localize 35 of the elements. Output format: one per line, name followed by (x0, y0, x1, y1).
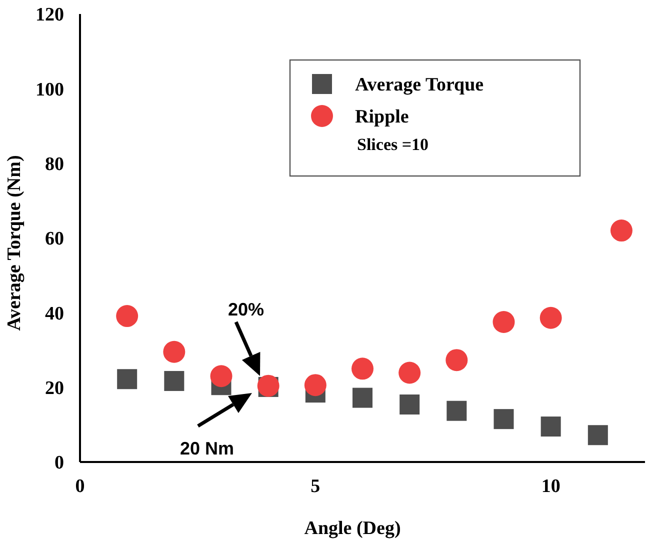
point (588, 425, 608, 446)
x-axis-title: Angle (Deg) (304, 518, 401, 539)
point (492, 311, 515, 333)
point (210, 365, 232, 388)
point (116, 305, 138, 328)
point (400, 394, 420, 415)
y-tick-label: 120 (36, 4, 64, 26)
y-axis-title: Average Torque (Nm) (4, 155, 25, 331)
legend-label: Average Torque (355, 74, 484, 96)
point (163, 340, 186, 363)
y-tick-label: 60 (45, 228, 64, 250)
y-tick-label: 80 (45, 154, 64, 175)
point (446, 349, 468, 372)
legend-label: Ripple (355, 106, 409, 128)
x-tick-label: 10 (541, 476, 560, 497)
point (540, 306, 562, 329)
point (446, 400, 467, 421)
point (117, 369, 138, 390)
x-tick-label: 0 (75, 476, 85, 497)
point (304, 374, 326, 396)
point (398, 362, 421, 384)
point (610, 220, 632, 242)
x-tick-label: 5 (310, 476, 320, 497)
annotation: 20% (228, 299, 264, 320)
point (164, 370, 184, 391)
y-tick-label: 40 (45, 303, 64, 324)
y-tick-label: 100 (36, 79, 64, 100)
y-tick-label: 20 (45, 378, 64, 399)
point (540, 416, 561, 437)
point (494, 409, 514, 430)
annotation: 20 Nm (180, 438, 234, 458)
annotation: Slices =10 (357, 134, 429, 154)
point (352, 358, 374, 380)
point (352, 388, 372, 408)
y-tick-label: 0 (54, 452, 64, 474)
